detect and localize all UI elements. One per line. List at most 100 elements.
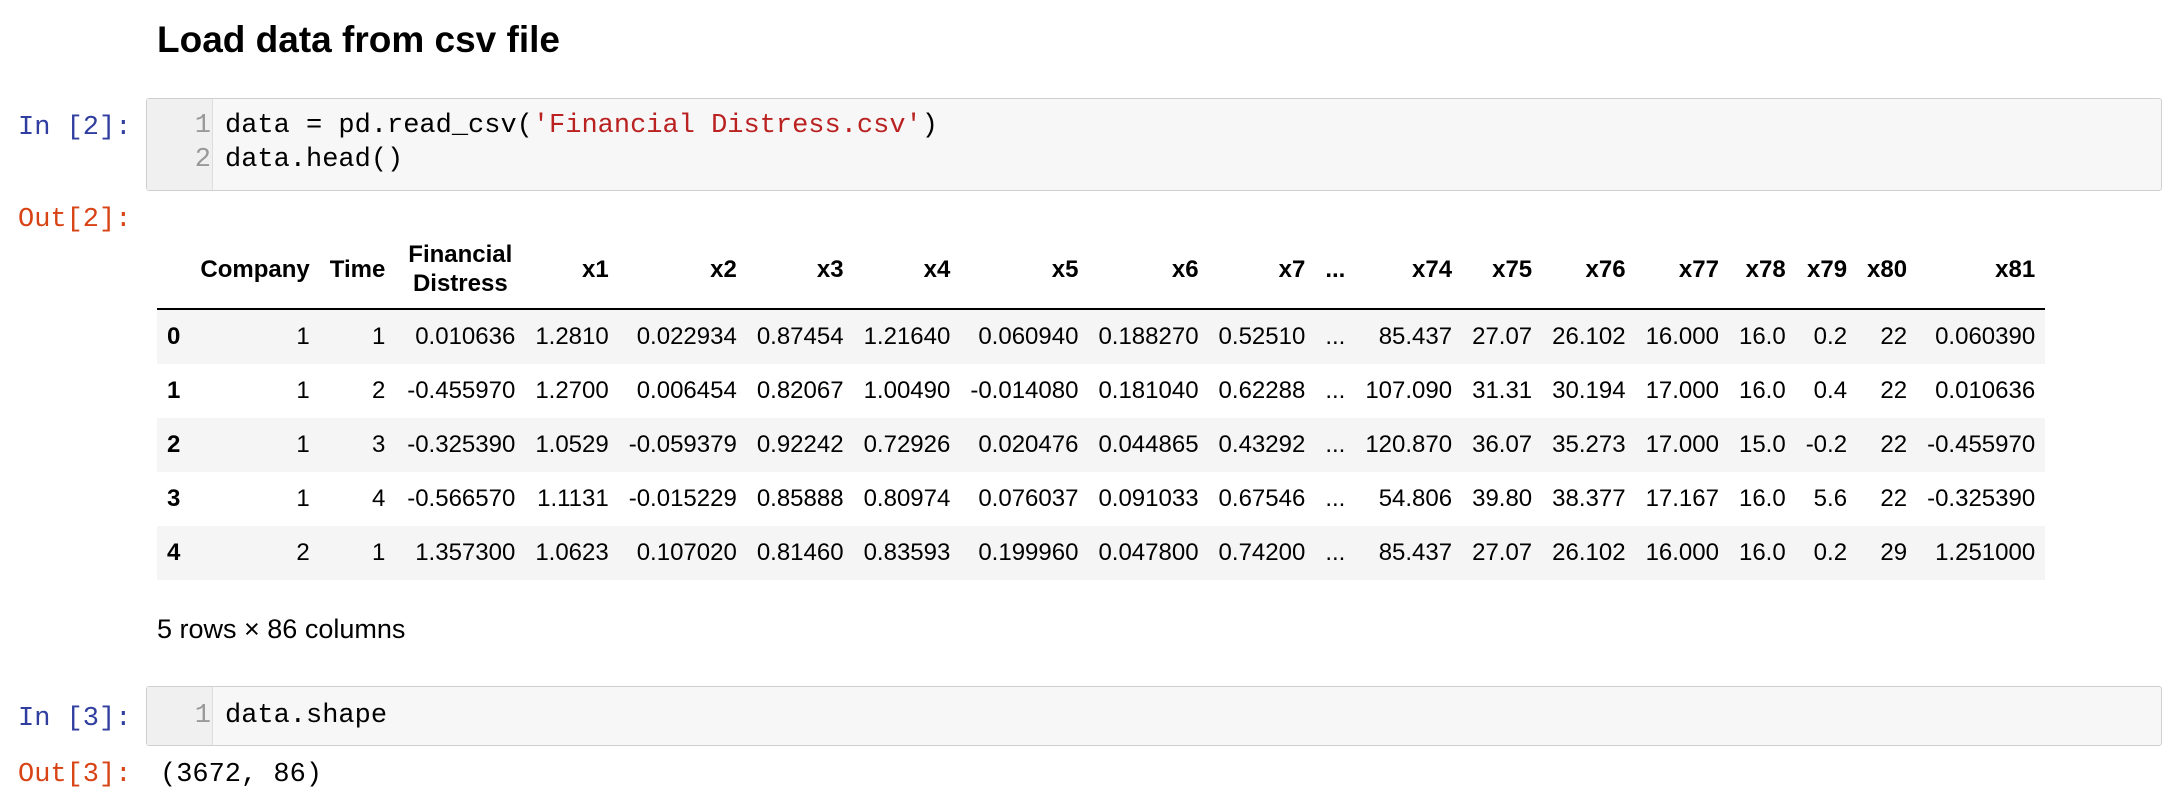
table-cell: ... xyxy=(1325,485,1346,512)
column-header: x74 xyxy=(1355,232,1463,310)
table-body: 0 1 1 0.010636 1.2810 0.022934 0.87454 1.21640 0… xyxy=(157,309,2046,580)
table-cell: 4 xyxy=(371,485,386,512)
table-cell: -0.015229 xyxy=(628,485,737,512)
table-cell: 35.273 xyxy=(1552,431,1626,458)
line-number: 1 xyxy=(194,111,211,141)
table-cell: 39.80 xyxy=(1472,485,1533,512)
table-row: 3 1 4 -0.566570 1.1131 -0.015229 0.85888 0.8097… xyxy=(157,472,2046,526)
string-literal: 'Financial Distress.csv' xyxy=(532,111,922,141)
line-number: 1 xyxy=(194,701,211,731)
column-header: x1 xyxy=(525,232,619,310)
table-header-row: Company Time Financial Distress x1 x2 x3… xyxy=(157,232,2046,310)
dataframe-table: Company Time Financial Distress x1 x2 x3… xyxy=(157,232,2046,580)
code-cell-2[interactable]: 1 data = pd.read_csv('Financial Distress… xyxy=(146,98,2162,191)
table-cell: 0.80974 xyxy=(863,485,951,512)
column-header: x78 xyxy=(1728,232,1796,310)
table-cell: 26.102 xyxy=(1552,539,1626,566)
table-cell: 16.000 xyxy=(1645,323,1719,350)
table-cell: -0.325390 xyxy=(407,431,516,458)
table-cell: 0.2 xyxy=(1813,323,1848,350)
code-line-2[interactable]: 2 data.head() xyxy=(147,143,403,177)
column-header: x3 xyxy=(746,232,854,310)
table-cell: 0.022934 xyxy=(636,323,737,350)
table-cell: 2 xyxy=(371,377,386,404)
table-cell: 17.000 xyxy=(1645,377,1719,404)
table-cell: -0.325390 xyxy=(1927,485,2036,512)
code-line-1[interactable]: 1 data = pd.read_csv('Financial Distress… xyxy=(147,109,938,143)
table-cell: 38.377 xyxy=(1552,485,1626,512)
table-cell: -0.455970 xyxy=(407,377,516,404)
table-cell: 0.82067 xyxy=(756,377,844,404)
table-cell: 85.437 xyxy=(1378,539,1453,566)
table-cell: 0.87454 xyxy=(756,323,844,350)
code-cell-3[interactable]: 1 data.shape xyxy=(146,686,2162,746)
table-cell: 1.251000 xyxy=(1935,539,2036,566)
table-cell: 30.194 xyxy=(1552,377,1626,404)
column-header: x80 xyxy=(1857,232,1918,310)
shape-output: (3672, 86) xyxy=(160,760,323,790)
table-cell: 1.357300 xyxy=(415,539,516,566)
code-text: data = pd.read_csv('Financial Distress.c… xyxy=(225,111,938,141)
line-number: 2 xyxy=(194,145,211,175)
column-header: x81 xyxy=(1917,232,2046,310)
table-cell: 1 xyxy=(296,323,310,350)
row-index: 1 xyxy=(167,377,181,404)
table-cell: 0.044865 xyxy=(1098,431,1199,458)
table-cell: 0.81460 xyxy=(756,539,844,566)
table-cell: 16.0 xyxy=(1738,539,1786,566)
table-cell: ... xyxy=(1325,431,1346,458)
table-row: 0 1 1 0.010636 1.2810 0.022934 0.87454 1.21640 0… xyxy=(157,309,2046,364)
table-cell: 0.72926 xyxy=(863,431,951,458)
table-cell: 22 xyxy=(1880,377,1908,404)
table-cell: 0.060940 xyxy=(978,323,1079,350)
table-cell: 0.43292 xyxy=(1218,431,1306,458)
table-cell: 0.060390 xyxy=(1935,323,2036,350)
table-cell: 16.000 xyxy=(1645,539,1719,566)
table-cell: ... xyxy=(1325,323,1346,350)
table-cell: 1 xyxy=(296,377,310,404)
table-cell: 0.107020 xyxy=(636,539,737,566)
code-text: data.head() xyxy=(225,145,404,175)
output-prompt-3: Out[3]: xyxy=(18,760,132,790)
column-header: x79 xyxy=(1795,232,1858,310)
section-heading: Load data from csv file xyxy=(157,19,560,60)
table-cell: -0.455970 xyxy=(1927,431,2036,458)
table-cell: 17.000 xyxy=(1645,431,1719,458)
code-line-1[interactable]: 1 data.shape xyxy=(147,699,387,733)
table-cell: 36.07 xyxy=(1472,431,1533,458)
table-cell: 0.92242 xyxy=(756,431,844,458)
table-cell: 29 xyxy=(1880,539,1908,566)
line-number-gutter xyxy=(147,687,213,745)
table-row: 4 2 1 1.357300 1.0623 0.107020 0.81460 0.83593 0… xyxy=(157,526,2046,580)
table-cell: 17.167 xyxy=(1645,485,1719,512)
table-cell: 1 xyxy=(296,431,310,458)
column-header: ... xyxy=(1315,232,1356,310)
table-cell: 0.83593 xyxy=(863,539,951,566)
table-cell: 0.2 xyxy=(1813,539,1848,566)
row-index: 2 xyxy=(167,431,181,458)
table-cell: 31.31 xyxy=(1472,377,1533,404)
row-index: 4 xyxy=(167,539,181,566)
table-cell: 0.181040 xyxy=(1098,377,1199,404)
row-index: 3 xyxy=(167,485,181,512)
table-cell: 0.199960 xyxy=(978,539,1079,566)
table-cell: 120.870 xyxy=(1365,431,1453,458)
table-cell: 0.076037 xyxy=(978,485,1079,512)
table-cell: -0.014080 xyxy=(970,377,1079,404)
table-cell: 16.0 xyxy=(1738,323,1786,350)
column-header: x76 xyxy=(1542,232,1636,310)
column-header: x75 xyxy=(1462,232,1543,310)
table-cell: -0.566570 xyxy=(407,485,516,512)
table-cell: 26.102 xyxy=(1552,323,1626,350)
column-header: Time xyxy=(319,232,396,310)
table-row: 2 1 3 -0.325390 1.0529 -0.059379 0.92242 0.7292… xyxy=(157,418,2046,472)
table-cell: 0.006454 xyxy=(636,377,737,404)
table-cell: 15.0 xyxy=(1738,431,1786,458)
table-cell: 1 xyxy=(371,323,386,350)
input-prompt-3: In [3]: xyxy=(18,704,132,734)
table-row: 1 1 2 -0.455970 1.2700 0.006454 0.82067 1.00490… xyxy=(157,364,2046,418)
input-prompt-2: In [2]: xyxy=(18,113,132,143)
table-cell: -0.2 xyxy=(1805,431,1848,458)
table-cell: 107.090 xyxy=(1365,377,1453,404)
table-cell: 85.437 xyxy=(1378,323,1453,350)
